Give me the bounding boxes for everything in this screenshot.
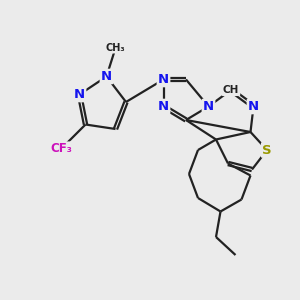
Text: CF₃: CF₃ <box>51 142 72 155</box>
Text: N: N <box>203 100 214 113</box>
Text: N: N <box>74 88 85 101</box>
Text: S: S <box>262 143 272 157</box>
Text: N: N <box>158 73 169 86</box>
Text: N: N <box>158 100 169 113</box>
Text: CH₃: CH₃ <box>106 43 125 53</box>
Text: CH: CH <box>223 85 239 95</box>
Text: N: N <box>101 70 112 83</box>
Text: N: N <box>248 100 259 113</box>
